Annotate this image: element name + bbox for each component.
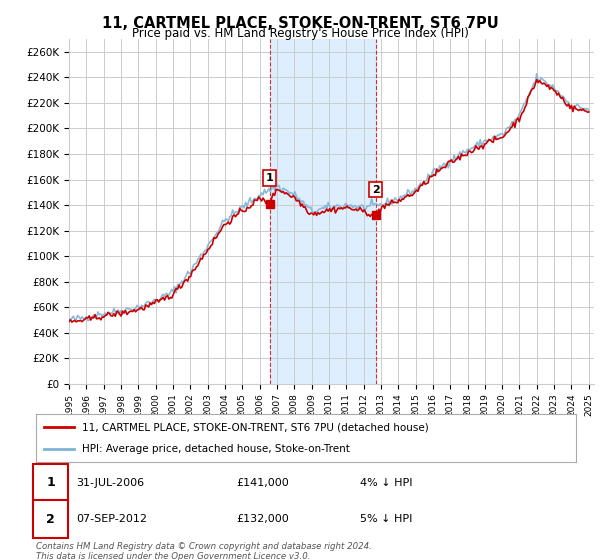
Text: Price paid vs. HM Land Registry's House Price Index (HPI): Price paid vs. HM Land Registry's House … bbox=[131, 27, 469, 40]
Text: 2: 2 bbox=[371, 185, 379, 195]
Text: 1: 1 bbox=[266, 173, 274, 183]
Bar bbox=[269, 39, 376, 384]
Text: 11, CARTMEL PLACE, STOKE-ON-TRENT, ST6 7PU: 11, CARTMEL PLACE, STOKE-ON-TRENT, ST6 7… bbox=[101, 16, 499, 31]
Text: £141,000: £141,000 bbox=[236, 478, 289, 488]
FancyBboxPatch shape bbox=[34, 501, 68, 538]
Text: 11, CARTMEL PLACE, STOKE-ON-TRENT, ST6 7PU (detached house): 11, CARTMEL PLACE, STOKE-ON-TRENT, ST6 7… bbox=[82, 422, 428, 432]
Text: 07-SEP-2012: 07-SEP-2012 bbox=[77, 515, 148, 524]
Text: Contains HM Land Registry data © Crown copyright and database right 2024.
This d: Contains HM Land Registry data © Crown c… bbox=[36, 542, 372, 560]
Text: 1: 1 bbox=[46, 477, 55, 489]
Text: HPI: Average price, detached house, Stoke-on-Trent: HPI: Average price, detached house, Stok… bbox=[82, 444, 350, 454]
Text: 31-JUL-2006: 31-JUL-2006 bbox=[77, 478, 145, 488]
Text: £132,000: £132,000 bbox=[236, 515, 289, 524]
Text: 5% ↓ HPI: 5% ↓ HPI bbox=[360, 515, 412, 524]
Text: 4% ↓ HPI: 4% ↓ HPI bbox=[360, 478, 413, 488]
FancyBboxPatch shape bbox=[34, 464, 68, 502]
Text: 2: 2 bbox=[46, 513, 55, 526]
